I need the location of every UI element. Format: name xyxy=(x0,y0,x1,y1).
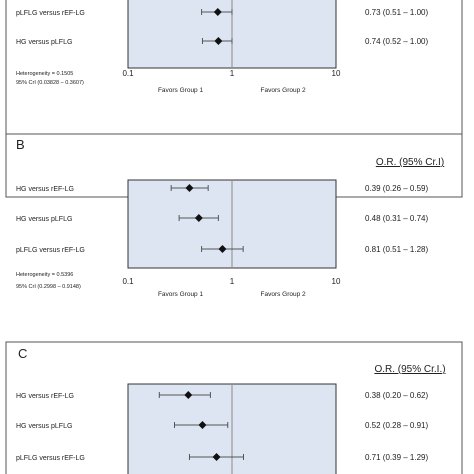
or-value-text: 0.81 (0.51 – 1.28) xyxy=(365,245,428,254)
or-column-header: O.R. (95% Cr.I.) xyxy=(374,364,445,375)
odds-ratio-marker xyxy=(185,184,194,192)
or-value-text: 0.71 (0.39 – 1.29) xyxy=(365,453,428,462)
comparison-label: HG versus pLFLG xyxy=(16,39,72,46)
x-tick-label: 0.1 xyxy=(122,277,134,286)
forest-panel: C O.R. (95% Cr.I.) HG versus rEF-LG 0.38 (0… xyxy=(5,341,463,474)
x-tick-label: 0.1 xyxy=(122,69,134,78)
comparison-label: pLFLG versus rEF-LG xyxy=(16,247,85,254)
comparison-label: pLFLG versus rEF-LG xyxy=(16,10,85,17)
x-tick-label: 10 xyxy=(332,277,341,286)
panel-label: B xyxy=(16,137,25,152)
heterogeneity-note: 95% CrI (0.2998 – 0.9148) xyxy=(16,284,81,290)
comparison-label: HG versus pLFLG xyxy=(16,423,72,430)
comparison-label: HG versus rEF-LG xyxy=(16,393,74,400)
comparison-label: HG versus rEF-LG xyxy=(16,186,74,193)
x-tick-label: 1 xyxy=(230,69,235,78)
comparison-label: pLFLG versus rEF-LG xyxy=(16,455,85,462)
favor-right-label: Favors Group 2 xyxy=(261,291,307,298)
or-value-text: 0.74 (0.52 – 1.00) xyxy=(365,37,428,46)
odds-ratio-marker xyxy=(218,245,227,253)
or-value-text: 0.39 (0.26 – 0.59) xyxy=(365,184,428,193)
odds-ratio-marker xyxy=(214,37,223,45)
forest-panel: B O.R. (95% Cr.I) HG versus rEF-LG 0.39 (0.… xyxy=(5,133,463,298)
or-value-text: 0.48 (0.31 – 0.74) xyxy=(365,214,428,223)
odds-ratio-marker xyxy=(184,391,193,399)
panel-label: C xyxy=(18,346,27,361)
odds-ratio-marker xyxy=(212,453,221,461)
forest-panel: pLFLG versus rEF-LG 0.73 (0.51 – 1.00) HG … xyxy=(5,0,463,144)
heterogeneity-note: Heterogeneity = 0.1505 xyxy=(16,71,73,77)
odds-ratio-marker xyxy=(194,214,203,222)
favor-left-label: Favors Group 1 xyxy=(158,291,204,298)
x-tick-label: 10 xyxy=(332,69,341,78)
or-column-header: O.R. (95% Cr.I) xyxy=(376,157,444,168)
or-value-text: 0.52 (0.28 – 0.91) xyxy=(365,421,428,430)
favor-left-label: Favors Group 1 xyxy=(158,87,204,94)
x-tick-label: 1 xyxy=(230,277,235,286)
heterogeneity-note: Heterogeneity = 0.5396 xyxy=(16,272,73,278)
or-value-text: 0.73 (0.51 – 1.00) xyxy=(365,8,428,17)
odds-ratio-marker xyxy=(213,8,222,16)
favor-right-label: Favors Group 2 xyxy=(261,87,307,94)
or-value-text: 0.38 (0.20 – 0.62) xyxy=(365,391,428,400)
heterogeneity-note: 95% CrI (0.03828 – 0.3607) xyxy=(16,80,84,86)
odds-ratio-marker xyxy=(198,421,207,429)
comparison-label: HG versus pLFLG xyxy=(16,216,72,223)
